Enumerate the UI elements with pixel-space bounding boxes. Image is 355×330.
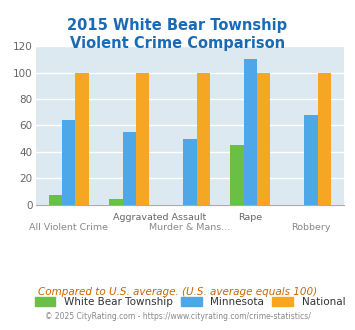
Bar xyxy=(244,59,257,205)
Legend: White Bear Township, Minnesota, National: White Bear Township, Minnesota, National xyxy=(35,297,345,307)
Bar xyxy=(123,132,136,205)
Bar xyxy=(304,115,318,205)
Bar xyxy=(230,145,244,205)
Text: Aggravated Assault: Aggravated Assault xyxy=(113,213,206,222)
Bar xyxy=(257,73,271,205)
Bar xyxy=(62,120,76,205)
Text: Rape: Rape xyxy=(239,213,263,222)
Bar xyxy=(183,139,197,205)
Bar xyxy=(109,199,123,205)
Bar xyxy=(136,73,149,205)
Text: Murder & Mans...: Murder & Mans... xyxy=(149,223,230,232)
Bar xyxy=(76,73,89,205)
Text: Robbery: Robbery xyxy=(291,223,331,232)
Text: Compared to U.S. average. (U.S. average equals 100): Compared to U.S. average. (U.S. average … xyxy=(38,287,317,297)
Bar xyxy=(318,73,331,205)
Text: All Violent Crime: All Violent Crime xyxy=(29,223,108,232)
Text: © 2025 CityRating.com - https://www.cityrating.com/crime-statistics/: © 2025 CityRating.com - https://www.city… xyxy=(45,312,310,321)
Text: 2015 White Bear Township
Violent Crime Comparison: 2015 White Bear Township Violent Crime C… xyxy=(67,18,288,50)
Bar xyxy=(49,195,62,205)
Bar xyxy=(197,73,210,205)
